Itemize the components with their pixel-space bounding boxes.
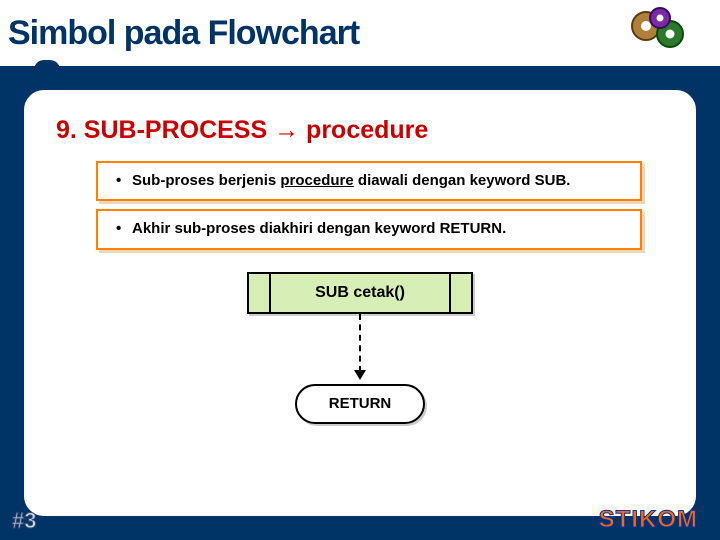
section-heading: 9. SUB-PROCESS → procedure [56,116,664,145]
bullet-1-pre: Sub-proses berjenis [132,172,280,189]
terminator-symbol: RETURN [295,384,425,424]
bullet-box-2: Akhir sub-proses diakhiri dengan keyword… [96,209,642,249]
bullet-text-2: Akhir sub-proses diakhiri dengan keyword… [116,219,626,239]
gear-icon [620,4,700,60]
slide-number: #3 [12,508,36,534]
brand-label: STIKOM [599,506,698,534]
bullet-box-1: Sub-proses berjenis procedure diawali de… [96,161,642,201]
flow-arrowhead [354,370,366,380]
bullet-1-underlined: procedure [280,172,353,189]
bullet-1-post: diawali dengan keyword SUB. [354,172,571,189]
title-bar: Simbol pada Flowchart [0,0,720,68]
page-title: Simbol pada Flowchart [8,14,359,53]
flow-connector [359,314,361,372]
bullet-text-1: Sub-proses berjenis procedure diawali de… [116,171,626,191]
subprocess-symbol: SUB cetak() [247,272,473,314]
terminator-label: RETURN [329,395,392,412]
flowchart: SUB cetak() RETURN [56,272,664,462]
content-panel: 9. SUB-PROCESS → procedure Sub-proses be… [22,88,698,518]
subprocess-label: SUB cetak() [315,284,405,302]
